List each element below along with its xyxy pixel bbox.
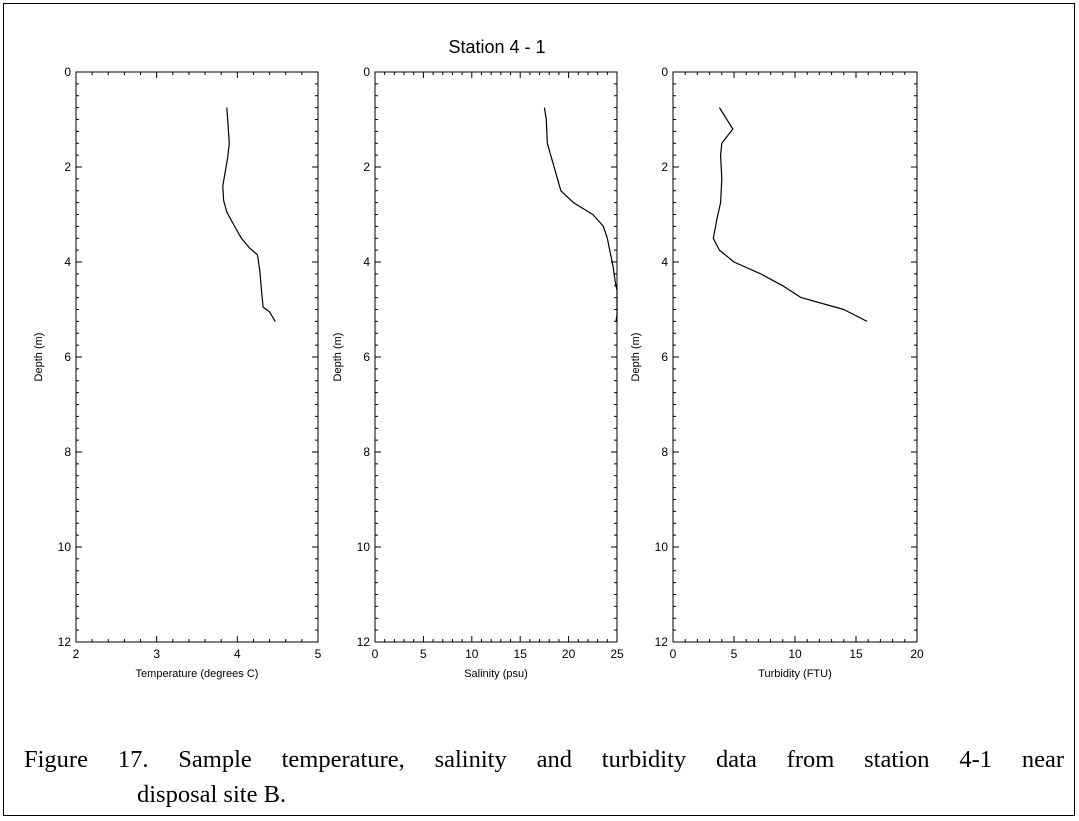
chart-panel-1: 2 3 4 5 0 2 4 6 8 10 12 Temperature (degrees C) Dept…: [33, 65, 322, 680]
y-tick-label: 10: [357, 540, 371, 554]
plot-frame: [672, 71, 918, 643]
series-line: [222, 107, 276, 322]
x-axis-label: Salinity (psu): [464, 668, 528, 680]
x-tick-label: 10: [788, 647, 802, 661]
y-tick-label: 8: [661, 445, 668, 459]
y-axis-label: Depth (m): [33, 333, 45, 382]
x-tick-label: 5: [420, 647, 427, 661]
series-line: [543, 107, 618, 322]
y-tick-label: 10: [58, 540, 72, 554]
plot-frame: [374, 71, 618, 643]
y-tick-label: 2: [661, 160, 668, 174]
chart-panel-3: 0 5 10 15 20 0 2 4 6 8 10 12 Turbidity (FTU) Depth (m…: [630, 65, 924, 680]
x-tick-label: 2: [73, 647, 80, 661]
y-tick-label: 0: [64, 65, 71, 79]
caption-line-1: Figure 17. Sample temperature, salinity …: [24, 746, 1064, 773]
x-tick-label: 5: [315, 647, 322, 661]
y-tick-label: 4: [661, 255, 668, 269]
figure-frame: Station 4 - 1 2 3 4 5 0 2 4 6 8 10 12 Temperature (…: [3, 3, 1075, 816]
figure-caption: Figure 17. Sample temperature, salinity …: [24, 742, 1064, 812]
y-tick-label: 0: [363, 65, 370, 79]
x-tick-label: 0: [372, 647, 379, 661]
x-tick-label: 20: [910, 647, 924, 661]
y-tick-label: 12: [58, 635, 72, 649]
y-tick-label: 12: [357, 635, 371, 649]
profile-charts: Station 4 - 1 2 3 4 5 0 2 4 6 8 10 12 Temperature (…: [33, 37, 924, 680]
figure-title: Station 4 - 1: [448, 37, 545, 57]
y-tick-label: 0: [661, 65, 668, 79]
y-tick-label: 12: [655, 635, 669, 649]
x-tick-label: 5: [731, 647, 738, 661]
series-line: [712, 107, 868, 322]
y-axis-label: Depth (m): [332, 333, 344, 382]
plot-frame: [75, 71, 319, 643]
x-axis-label: Turbidity (FTU): [758, 668, 832, 680]
x-tick-label: 15: [849, 647, 863, 661]
y-tick-label: 6: [661, 350, 668, 364]
y-axis-label: Depth (m): [630, 333, 642, 382]
y-tick-label: 10: [655, 540, 669, 554]
y-tick-label: 6: [363, 350, 370, 364]
y-tick-label: 8: [363, 445, 370, 459]
y-tick-label: 2: [363, 160, 370, 174]
x-tick-label: 0: [670, 647, 677, 661]
x-tick-label: 15: [514, 647, 528, 661]
y-tick-label: 2: [64, 160, 71, 174]
y-tick-label: 4: [64, 255, 71, 269]
y-tick-label: 4: [363, 255, 370, 269]
caption-line-2: disposal site B.: [137, 781, 287, 808]
chart-panel-2: 0 5 10 15 20 25 0 2 4 6 8 10 12 Salinity (psu) Depth (…: [332, 65, 624, 680]
x-axis-label: Temperature (degrees C): [136, 668, 259, 680]
y-tick-label: 8: [64, 445, 71, 459]
x-tick-label: 3: [153, 647, 160, 661]
x-tick-label: 25: [610, 647, 624, 661]
x-tick-label: 4: [234, 647, 241, 661]
y-tick-label: 6: [64, 350, 71, 364]
x-tick-label: 20: [562, 647, 576, 661]
x-tick-label: 10: [465, 647, 479, 661]
